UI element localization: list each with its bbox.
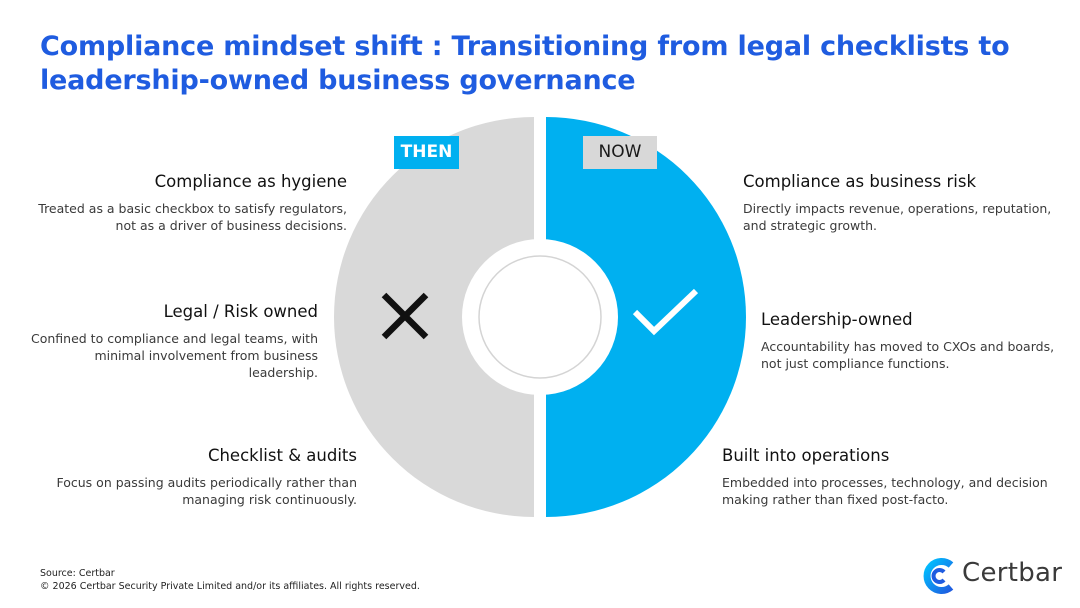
then-item-heading: Legal / Risk owned [163, 302, 318, 321]
then-item-legal-risk: Legal / Risk owned Confined to complianc… [31, 301, 318, 381]
now-item-desc-line: not just compliance functions. [761, 356, 950, 371]
page-title-line-1: Compliance mindset shift : Transitioning… [40, 31, 1010, 62]
center-ring [478, 255, 602, 379]
certbar-logo: Certbar [920, 556, 1070, 596]
then-item-desc-line: managing risk continuously. [182, 492, 357, 507]
now-item-description: Directly impacts revenue, operations, re… [743, 200, 1051, 234]
now-item-description: Accountability has moved to CXOs and boa… [761, 338, 1054, 372]
now-item-heading: Compliance as business risk [743, 172, 976, 191]
then-item-description: Confined to compliance and legal teams, … [31, 330, 318, 381]
now-item-business-risk: Compliance as business risk Directly imp… [743, 171, 1051, 234]
footer: Source: Certbar © 2026 Certbar Security … [40, 567, 420, 593]
footer-copyright: © 2026 Certbar Security Private Limited … [40, 581, 420, 592]
now-item-heading: Leadership-owned [761, 310, 913, 329]
then-item-desc-line: Focus on passing audits periodically rat… [56, 475, 358, 490]
now-item-desc-line: Embedded into processes, technology, and… [722, 475, 1048, 490]
logo-text: Certbar [962, 558, 1063, 588]
page-title: Compliance mindset shift : Transitioning… [40, 30, 1040, 98]
now-half-circle [546, 117, 746, 517]
then-item-desc-line: leadership. [248, 365, 318, 380]
now-item-desc-line: and strategic growth. [743, 218, 878, 233]
certbar-logo-icon [923, 558, 954, 594]
then-item-description: Focus on passing audits periodically rat… [57, 474, 358, 508]
page-title-line-2: leadership-owned business governance [40, 65, 636, 96]
then-item-desc-line: Confined to compliance and legal teams, … [30, 331, 318, 346]
now-tag: NOW [583, 136, 657, 169]
now-item-built-into-operations: Built into operations Embedded into proc… [722, 445, 1048, 508]
then-tag: THEN [394, 136, 459, 169]
x-mark-icon [381, 292, 429, 340]
now-item-desc-line: Accountability has moved to CXOs and boa… [761, 339, 1055, 354]
now-item-leadership-owned: Leadership-owned Accountability has move… [761, 309, 1054, 372]
center-disc [462, 239, 618, 395]
then-item-heading: Compliance as hygiene [154, 172, 347, 191]
then-item-checklist: Checklist & audits Focus on passing audi… [57, 445, 358, 508]
now-item-desc-line: making rather than fixed post-facto. [722, 492, 949, 507]
then-item-desc-line: minimal involvement from business [94, 348, 318, 363]
now-item-desc-line: Directly impacts revenue, operations, re… [743, 201, 1052, 216]
check-mark-icon [632, 288, 699, 336]
then-half-circle [334, 117, 534, 517]
then-item-desc-line: not as a driver of business decisions. [115, 218, 347, 233]
now-item-description: Embedded into processes, technology, and… [722, 474, 1048, 508]
then-item-description: Treated as a basic checkbox to satisfy r… [38, 200, 347, 234]
then-item-heading: Checklist & audits [207, 446, 357, 465]
footer-source: Source: Certbar [40, 568, 115, 579]
then-item-desc-line: Treated as a basic checkbox to satisfy r… [38, 201, 347, 216]
now-item-heading: Built into operations [722, 446, 890, 465]
then-item-hygiene: Compliance as hygiene Treated as a basic… [38, 171, 347, 234]
